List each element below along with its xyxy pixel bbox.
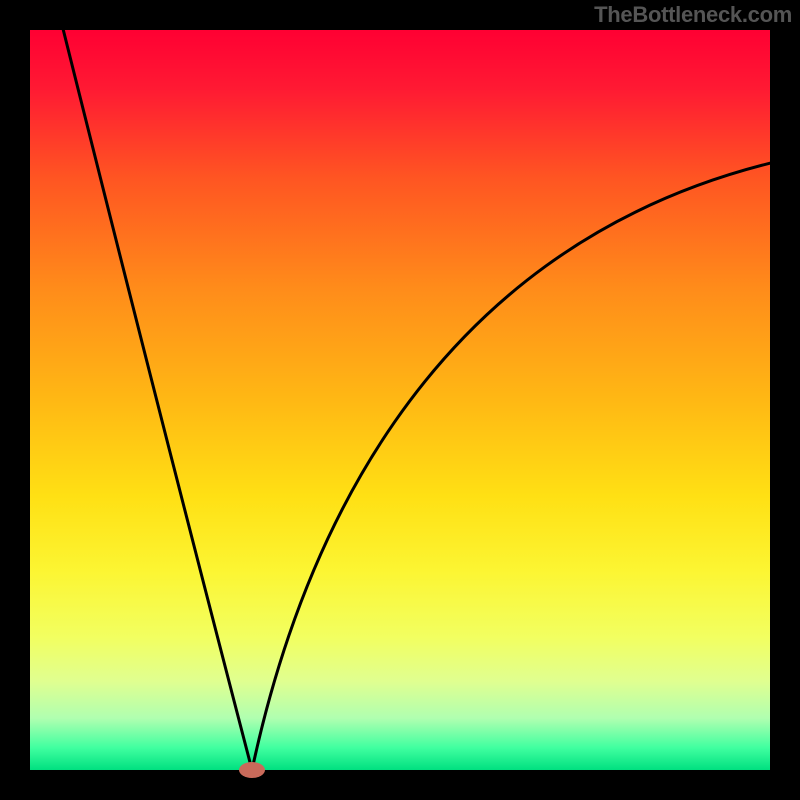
- watermark-text: TheBottleneck.com: [594, 2, 792, 28]
- bottleneck-chart: TheBottleneck.com: [0, 0, 800, 800]
- chart-svg: [0, 0, 800, 800]
- plot-background: [30, 30, 770, 770]
- vertex-marker: [239, 762, 265, 778]
